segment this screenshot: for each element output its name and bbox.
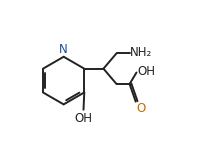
Text: N: N [59, 43, 68, 56]
Text: OH: OH [74, 112, 93, 125]
Text: NH₂: NH₂ [130, 46, 152, 59]
Text: OH: OH [137, 65, 155, 78]
Text: O: O [137, 102, 146, 115]
